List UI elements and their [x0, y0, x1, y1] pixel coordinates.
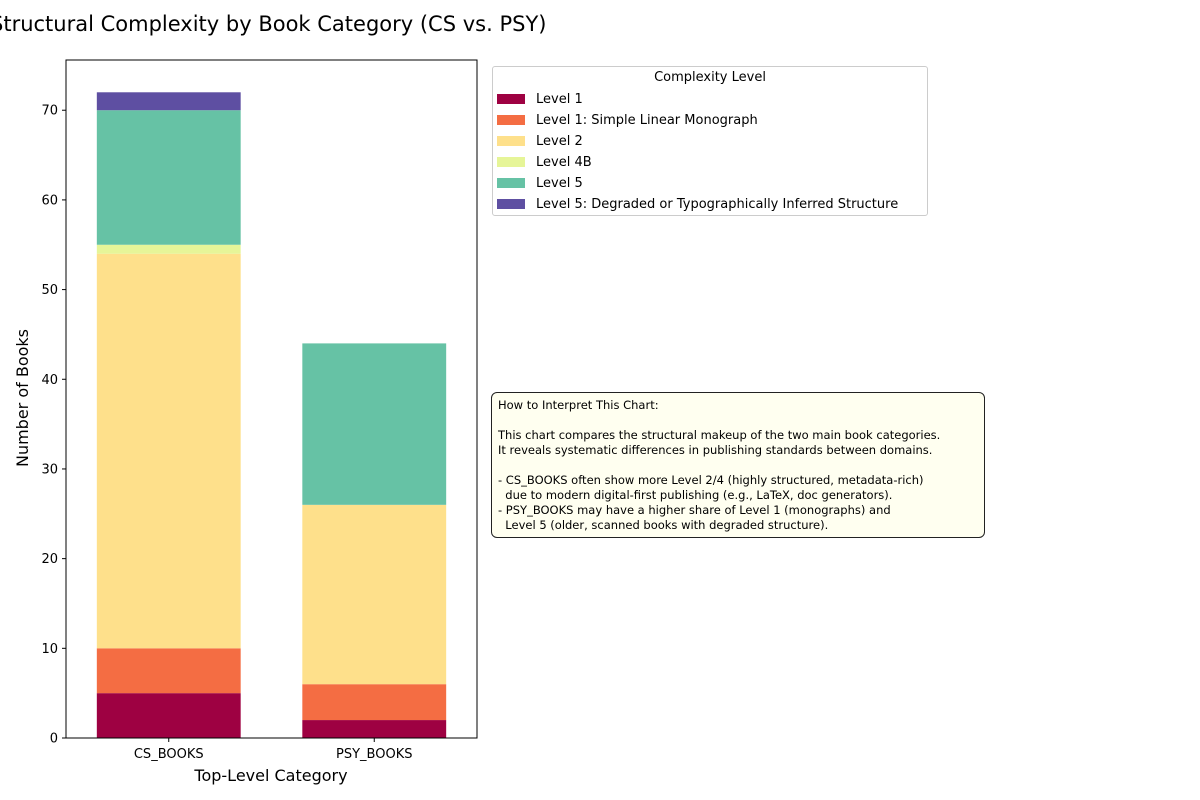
bar-segment-psy-books-series-1	[302, 684, 447, 721]
x-axis-label: Top-Level Category	[193, 766, 347, 785]
legend-label: Level 5: Degraded or Typographically Inf…	[536, 196, 899, 212]
legend-item: Level 5: Degraded or Typographically Inf…	[497, 194, 898, 214]
bar-segment-cs-books-series-3	[96, 244, 241, 254]
legend-swatch	[497, 178, 525, 188]
legend-item: Level 1: Simple Linear Monograph	[497, 110, 758, 130]
legend-swatch	[497, 157, 525, 167]
legend-item: Level 2	[497, 131, 583, 151]
y-tick-label: 30	[41, 462, 58, 477]
y-tick-label: 50	[41, 283, 58, 298]
y-tick-label: 70	[41, 104, 58, 119]
bar-segment-cs-books-series-0	[96, 693, 241, 738]
legend-item: Level 5	[497, 173, 583, 193]
legend-swatch	[497, 115, 525, 125]
legend-label: Level 5	[536, 175, 583, 191]
legend-swatch	[497, 94, 525, 104]
x-tick-label: CS_BOOKS	[134, 747, 204, 762]
bar-segment-cs-books-series-5	[96, 92, 241, 111]
legend-label: Level 2	[536, 133, 583, 149]
y-tick-label: 60	[41, 193, 58, 208]
bar-segment-psy-books-series-4	[302, 343, 447, 505]
legend-swatch	[497, 199, 525, 209]
bar-segment-cs-books-series-4	[96, 110, 241, 245]
x-tick-label: PSY_BOOKS	[336, 747, 412, 762]
chart-title: Structural Complexity by Book Category (…	[0, 12, 546, 36]
bar-segment-cs-books-series-2	[96, 253, 241, 649]
legend-title: Complexity Level	[654, 70, 766, 85]
legend: Complexity Level Level 1 Level 1: Simple …	[492, 66, 928, 216]
axes-frame	[65, 59, 478, 739]
plot-area: 0 10 20 30 40 50 60 70 CS_BOOKS PSY_BOOKS	[41, 59, 478, 762]
legend-label: Level 1: Simple Linear Monograph	[536, 112, 758, 128]
y-axis-label: Number of Books	[13, 329, 32, 467]
y-tick-label: 10	[41, 642, 58, 657]
interpretation-note: How to Interpret This Chart: This chart …	[491, 392, 985, 538]
legend-label: Level 1	[536, 91, 583, 107]
bar-segment-cs-books-series-1	[96, 648, 241, 694]
bar-segment-psy-books-series-0	[302, 720, 447, 738]
legend-item: Level 1	[497, 89, 583, 109]
y-tick-label: 0	[50, 732, 58, 747]
legend-label: Level 4B	[536, 154, 592, 170]
legend-item: Level 4B	[497, 152, 592, 172]
y-tick-label: 40	[41, 373, 58, 388]
bar-segment-psy-books-series-2	[302, 504, 447, 685]
legend-swatch	[497, 136, 525, 146]
y-tick-label: 20	[41, 552, 58, 567]
